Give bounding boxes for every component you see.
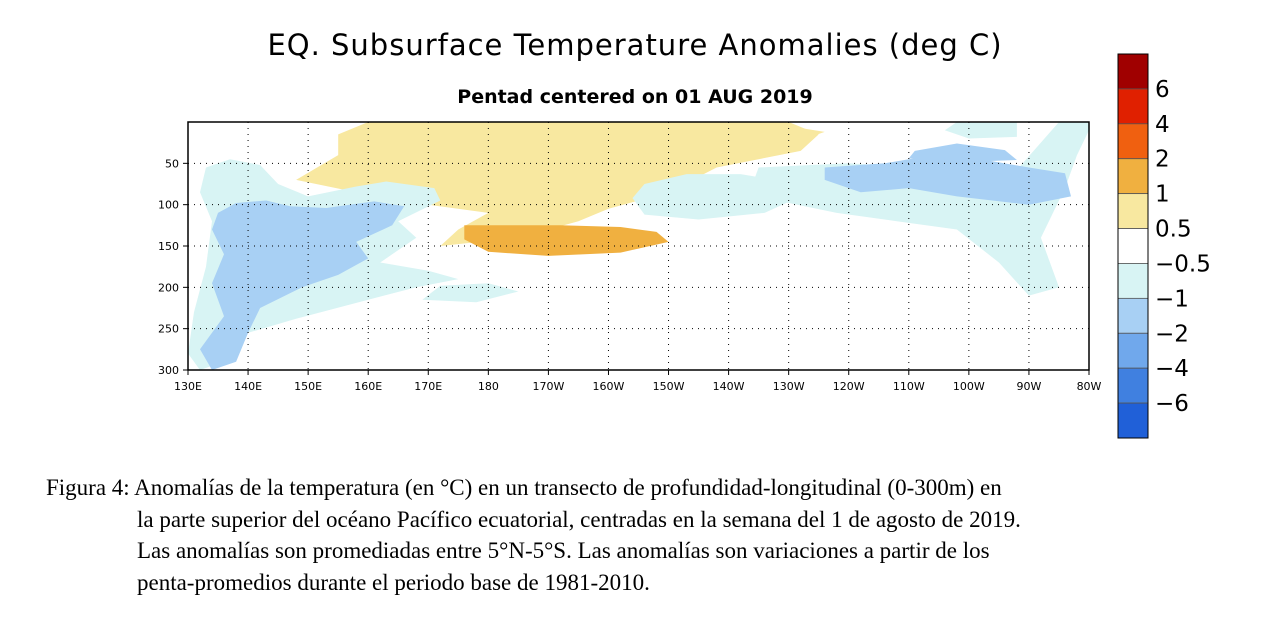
- x-tick-label: 110W: [893, 380, 925, 393]
- caption-line-4: penta-promedios durante el periodo base …: [137, 569, 650, 595]
- colorbar-label: 6: [1155, 77, 1170, 103]
- x-axis: 130E 140E 150E 160E 170E 180 170W 160W 150W 140W 1…: [174, 370, 1102, 393]
- caption-line-3: Las anomalías son promediadas entre 5°N-…: [137, 538, 990, 563]
- plot-grid: [188, 122, 1089, 370]
- colorbar-label: −2: [1155, 321, 1189, 347]
- colorbar-label: 2: [1155, 147, 1170, 173]
- colorbar-swatch: [1117, 158, 1149, 195]
- anomaly-region-2: [464, 225, 669, 256]
- colorbar: 6 4 2 1 0.5 −0.5 −1 −2 −4 −6: [1117, 53, 1211, 439]
- colorbar-frame: [1117, 53, 1149, 439]
- x-tick-label: 80W: [1077, 380, 1102, 393]
- anomaly-region-5: [824, 155, 1071, 205]
- colorbar-label: −0.5: [1155, 251, 1211, 277]
- x-tick-label: 160W: [593, 380, 625, 393]
- colorbar-swatch: [1117, 367, 1149, 404]
- y-tick-label: 250: [158, 323, 179, 336]
- colorbar-swatch: [1117, 88, 1149, 125]
- colorbar-label: −6: [1155, 391, 1189, 417]
- chart-figure: 130E 140E 150E 160E 170E 180 170W 160W 150W 140W 1…: [158, 53, 1211, 439]
- y-tick-label: 50: [165, 157, 179, 170]
- colorbar-swatch: [1117, 332, 1149, 369]
- x-tick-label: 180: [478, 380, 499, 393]
- x-tick-label: 140E: [234, 380, 262, 393]
- x-tick-label: 150W: [653, 380, 685, 393]
- colorbar-swatch: [1117, 53, 1149, 90]
- colorbar-label: −1: [1155, 286, 1189, 312]
- anomaly-region-1: [296, 122, 819, 246]
- colorbar-swatch: [1117, 402, 1149, 439]
- x-tick-label: 130E: [174, 380, 202, 393]
- y-tick-label: 150: [158, 240, 179, 253]
- x-tick-label: 90W: [1016, 380, 1041, 393]
- chart-title: EQ. Subsurface Temperature Anomalies (de…: [267, 28, 1003, 62]
- anomaly-region-11: [200, 200, 405, 370]
- y-axis: 50 100 150 200 250 300: [158, 157, 188, 377]
- caption-line-2: la parte superior del océano Pacífico ec…: [137, 506, 1021, 532]
- y-tick-label: 200: [158, 281, 179, 294]
- colorbar-label: −4: [1155, 356, 1189, 382]
- x-tick-label: 170W: [532, 380, 564, 393]
- x-tick-label: 160E: [354, 380, 382, 393]
- chart-subtitle: Pentad centered on 01 AUG 2019: [457, 86, 813, 108]
- y-tick-label: 100: [158, 199, 179, 212]
- x-tick-label: 170E: [414, 380, 442, 393]
- colorbar-swatch: [1117, 123, 1149, 160]
- x-tick-label: 130W: [773, 380, 805, 393]
- colorbar-label: 1: [1155, 182, 1170, 208]
- colorbar-label: 4: [1155, 112, 1170, 138]
- anomaly-region-4: [752, 122, 1089, 296]
- anomaly-region-8: [908, 143, 1017, 162]
- x-tick-label: 100W: [953, 380, 985, 393]
- x-tick-label: 120W: [833, 380, 865, 393]
- colorbar-swatch: [1117, 193, 1149, 229]
- x-tick-label: 150E: [294, 380, 322, 393]
- anomaly-region-3: [698, 126, 825, 142]
- anomaly-region-12: [422, 283, 519, 303]
- anomaly-region-7: [632, 174, 801, 220]
- colorbar-swatch: [1117, 263, 1149, 299]
- y-tick-label: 300: [158, 364, 179, 377]
- anomaly-region-9: [944, 122, 1017, 139]
- colorbar-swatch: [1117, 228, 1149, 264]
- colorbar-swatch: [1117, 297, 1149, 334]
- caption-line-1: Figura 4: Anomalías de la temperatura (e…: [46, 475, 1002, 500]
- figure-caption: Figura 4: Anomalías de la temperatura (e…: [46, 472, 1236, 598]
- x-tick-label: 140W: [713, 380, 745, 393]
- colorbar-label: 0.5: [1155, 217, 1192, 243]
- anomaly-contours: [188, 122, 1089, 370]
